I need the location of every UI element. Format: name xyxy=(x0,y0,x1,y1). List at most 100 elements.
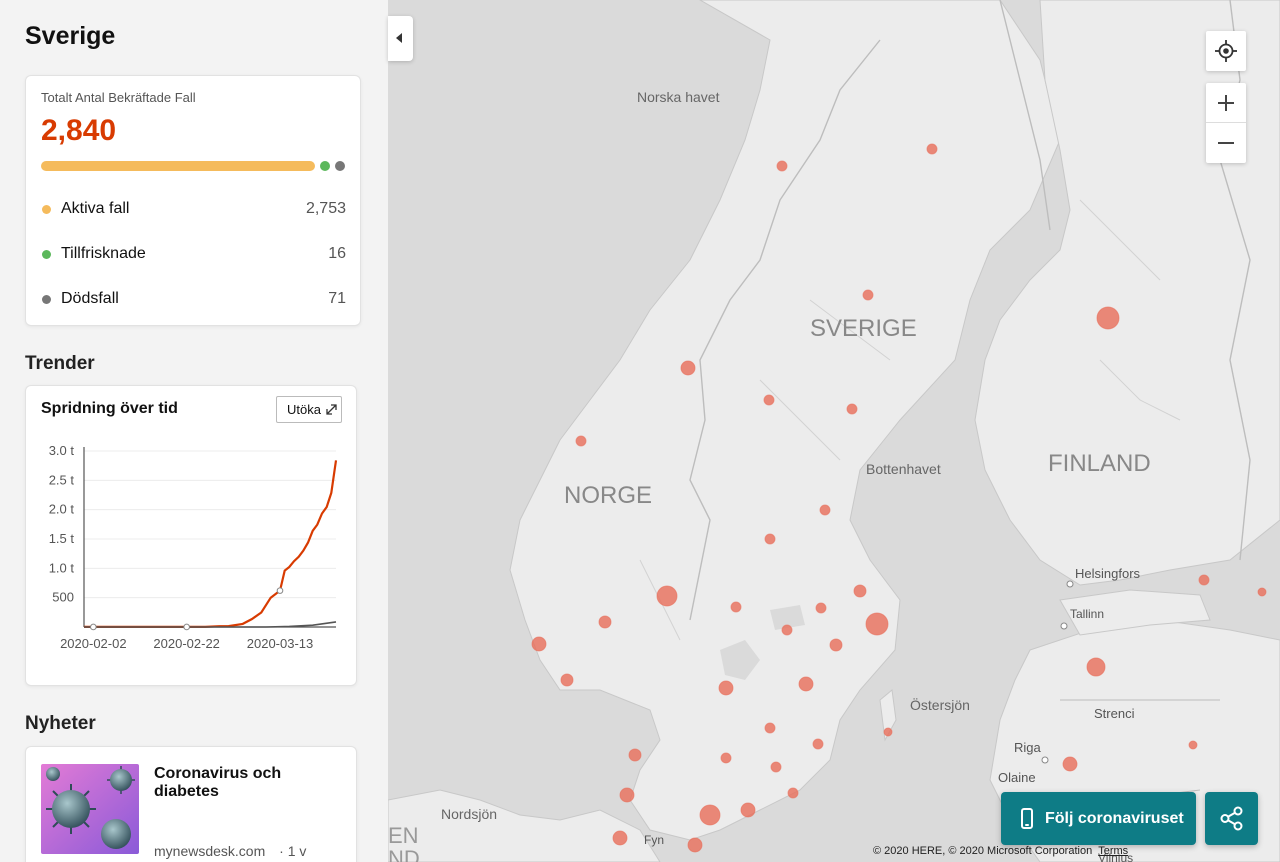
confirmed-cases-card: Totalt Antal Bekräftade Fall 2,840 Aktiv… xyxy=(25,75,361,326)
case-bubble[interactable] xyxy=(740,802,756,818)
chevron-left-icon xyxy=(396,33,402,43)
case-bubble[interactable] xyxy=(776,160,788,172)
case-bubble[interactable] xyxy=(612,830,628,846)
case-bubble[interactable] xyxy=(1096,306,1120,330)
locate-icon xyxy=(1215,40,1237,62)
case-bubble[interactable] xyxy=(1086,657,1106,677)
map-label-vilnius: Vilnius xyxy=(1098,851,1133,862)
map-label-tallinn: Tallinn xyxy=(1070,607,1104,621)
case-bubble[interactable] xyxy=(720,752,732,764)
follow-coronavirus-button[interactable]: Följ coronaviruset xyxy=(1001,792,1196,845)
case-bubble[interactable] xyxy=(628,748,642,762)
data-point xyxy=(276,587,284,594)
cases-total: 2,840 xyxy=(41,114,117,147)
case-bubble[interactable] xyxy=(926,143,938,155)
map-canvas: Norska havet SVERIGE NORGE FINLAND Botte… xyxy=(388,0,1280,862)
trend-card: Spridning över tid Utöka 500 1.0 t 1.5 t 2.… xyxy=(25,385,357,686)
trend-title: Spridning över tid xyxy=(41,400,178,417)
case-bubble[interactable] xyxy=(812,738,824,750)
y-tick-label: 2.5 t xyxy=(49,472,75,487)
case-bubble[interactable] xyxy=(770,761,782,773)
cases-progress-bar xyxy=(41,161,345,171)
case-bubble[interactable] xyxy=(853,584,867,598)
map-label-nordsjon: Nordsjön xyxy=(441,806,497,822)
plus-icon xyxy=(1218,95,1234,111)
case-bubble[interactable] xyxy=(1062,756,1078,772)
stat-value: 2,753 xyxy=(305,200,346,217)
case-bubble[interactable] xyxy=(531,636,547,652)
cases-label: Totalt Antal Bekräftade Fall xyxy=(41,90,196,105)
case-bubble[interactable] xyxy=(1198,574,1210,586)
map-label-riga: Riga xyxy=(1014,740,1042,755)
case-bubble[interactable] xyxy=(815,602,827,614)
terms-link[interactable]: Terms xyxy=(1098,845,1129,857)
case-bubble[interactable] xyxy=(846,403,858,415)
map-label-fyn: Fyn xyxy=(644,833,664,847)
expand-label: Utöka xyxy=(287,402,321,417)
map-label-finland: FINLAND xyxy=(1048,450,1151,477)
news-card[interactable]: Coronavirus och diabetes mynewsdesk.com … xyxy=(25,746,357,862)
collapse-sidebar-button[interactable] xyxy=(388,16,413,61)
locate-button[interactable] xyxy=(1206,31,1246,71)
y-tick-label: 2.0 t xyxy=(49,502,75,517)
stat-label: Dödsfall xyxy=(61,290,119,307)
case-bubble[interactable] xyxy=(598,615,612,629)
sidebar: Sverige Totalt Antal Bekräftade Fall 2,8… xyxy=(0,0,388,862)
deaths-dot xyxy=(335,161,345,171)
copyright-text: © 2020 HERE, © 2020 Microsoft Corporatio… xyxy=(873,845,1093,857)
active-cases-bar xyxy=(41,161,315,171)
deaths-dot xyxy=(42,295,51,304)
case-bubble[interactable] xyxy=(819,504,831,516)
case-bubble[interactable] xyxy=(718,680,734,696)
case-bubble[interactable] xyxy=(699,804,721,826)
map-label-strenci: Strenci xyxy=(1094,706,1135,721)
news-headline[interactable]: Coronavirus och diabetes xyxy=(154,765,282,800)
map-label-norway: NORGE xyxy=(564,482,652,509)
trend-chart: 500 1.0 t 1.5 t 2.0 t 2.5 t 3.0 t 2020-02-02 20… xyxy=(49,443,338,651)
stat-value: 71 xyxy=(328,290,346,307)
map-label-bothnian: Bottenhavet xyxy=(866,461,941,477)
stat-row-deaths: Dödsfall 71 xyxy=(41,288,346,310)
case-bubble[interactable] xyxy=(656,585,678,607)
y-tick-label: 500 xyxy=(52,590,74,605)
x-tick-label: 2020-02-22 xyxy=(153,636,220,651)
case-bubble[interactable] xyxy=(798,676,814,692)
map[interactable]: Norska havet SVERIGE NORGE FINLAND Botte… xyxy=(388,0,1280,862)
stat-value: 16 xyxy=(328,245,346,262)
news-section-title: Nyheter xyxy=(25,713,96,734)
region-title: Sverige xyxy=(25,22,116,50)
case-bubble[interactable] xyxy=(575,435,587,447)
case-bubble[interactable] xyxy=(619,787,635,803)
case-bubble[interactable] xyxy=(862,289,874,301)
zoom-in-button[interactable] xyxy=(1206,83,1246,123)
map-label-sweden: SVERIGE xyxy=(810,315,917,342)
case-bubble[interactable] xyxy=(787,787,799,799)
case-bubble[interactable] xyxy=(1257,587,1267,597)
case-bubble[interactable] xyxy=(730,601,742,613)
case-bubble[interactable] xyxy=(764,533,776,545)
stat-label: Aktiva fall xyxy=(61,200,130,217)
map-label-olaine: Olaine xyxy=(998,770,1036,785)
follow-label: Följ coronaviruset xyxy=(1045,810,1184,827)
case-bubble[interactable] xyxy=(763,394,775,406)
case-bubble[interactable] xyxy=(883,727,893,737)
expand-button[interactable]: Utöka xyxy=(276,396,342,423)
stat-row-recovered: Tillfrisknade 16 xyxy=(41,243,346,265)
case-bubble[interactable] xyxy=(764,722,776,734)
y-tick-label: 3.0 t xyxy=(49,443,75,458)
zoom-out-button[interactable] xyxy=(1206,123,1246,163)
active-dot xyxy=(42,205,51,214)
case-bubble[interactable] xyxy=(687,837,703,853)
phone-icon xyxy=(1021,808,1033,829)
map-label-norwegian-sea: Norska havet xyxy=(637,89,720,105)
news-meta: mynewsdesk.com · 1 v xyxy=(154,843,306,859)
case-bubble[interactable] xyxy=(781,624,793,636)
case-bubble[interactable] xyxy=(560,673,574,687)
case-bubble[interactable] xyxy=(1188,740,1198,750)
share-button[interactable] xyxy=(1205,792,1258,845)
case-bubble[interactable] xyxy=(680,360,696,376)
expand-arrow-icon xyxy=(326,404,337,415)
case-bubble[interactable] xyxy=(829,638,843,652)
trends-section-title: Trender xyxy=(25,353,95,374)
case-bubble[interactable] xyxy=(865,612,889,636)
